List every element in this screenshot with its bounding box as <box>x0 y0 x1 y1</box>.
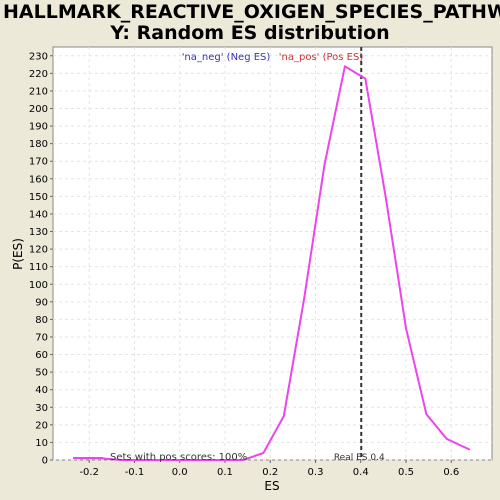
series-line <box>80 65 470 461</box>
series-point <box>120 459 122 461</box>
plot-area <box>52 46 493 461</box>
legend-neg: 'na_neg' (Neg ES) <box>182 52 271 63</box>
legend-pos: 'na_pos' (Pos ES) <box>279 52 364 63</box>
y-tick-label: 180 <box>29 139 48 150</box>
y-tick-label: 10 <box>35 438 48 449</box>
series-point <box>425 413 428 416</box>
series-point <box>160 459 163 461</box>
y-tick-label: 140 <box>29 209 48 220</box>
y-tick-label: 200 <box>29 104 48 115</box>
series-point <box>283 415 285 417</box>
x-tick-label: 0.3 <box>308 467 324 478</box>
series-point <box>181 459 183 461</box>
y-tick-label: 50 <box>35 368 48 379</box>
y-tick-label: 190 <box>29 122 48 133</box>
x-tick-label: 0.0 <box>172 467 188 478</box>
series-point <box>201 459 204 461</box>
x-tick-label: 0.2 <box>262 467 278 478</box>
x-tick-label: 0.5 <box>398 467 414 478</box>
x-tick-label: 0.4 <box>353 467 369 478</box>
y-tick-label: 100 <box>29 280 48 291</box>
series-point <box>384 195 387 198</box>
x-tick-label: 0.6 <box>443 467 459 478</box>
y-tick-label: 110 <box>29 262 48 273</box>
series-point <box>303 297 305 300</box>
y-tick-label: 150 <box>29 192 48 203</box>
y-tick-label: 60 <box>35 350 48 361</box>
y-tick-label: 90 <box>35 297 48 308</box>
y-tick-label: 210 <box>29 86 48 97</box>
y-tick-label: 0 <box>42 456 48 467</box>
x-tick-label: 0.1 <box>217 467 233 478</box>
y-tick-label: 30 <box>35 403 48 414</box>
series-point <box>221 459 224 461</box>
y-tick-label: 170 <box>29 157 48 168</box>
y-tick-label: 120 <box>29 245 48 256</box>
y-tick-label: 70 <box>35 332 48 343</box>
x-axis: -0.2 -0.1 0.0 0.1 0.2 0.3 0.4 0.5 0.6 <box>79 460 459 478</box>
x-axis-label: ES <box>264 479 279 493</box>
y-axis-label: P(ES) <box>11 238 25 270</box>
series-point <box>323 163 326 166</box>
series-point <box>262 452 265 454</box>
series-point <box>140 459 143 461</box>
y-tick-label: 130 <box>29 227 48 238</box>
y-tick-label: 40 <box>35 385 48 396</box>
series-group <box>79 65 471 461</box>
y-tick-label: 20 <box>35 420 48 431</box>
series-point <box>242 459 244 461</box>
real-es-label: Real ES 0.4 <box>334 453 385 463</box>
chart-title: HALLMARK_REACTIVE_OXIGEN_SPECIES_PATHWA … <box>0 0 500 44</box>
grid <box>53 47 492 461</box>
x-tick-label: -0.1 <box>125 467 145 478</box>
series-point <box>445 438 448 440</box>
series-point <box>364 77 367 80</box>
series-point <box>405 327 407 329</box>
y-tick-label: 160 <box>29 174 48 185</box>
x-tick-label: -0.2 <box>79 467 99 478</box>
series-legend-label: Sets with pos scores: 100% <box>110 452 247 463</box>
y-tick-label: 230 <box>29 51 48 62</box>
chart-title-line1: HALLMARK_REACTIVE_OXIGEN_SPECIES_PATHWA <box>3 2 500 23</box>
y-tick-label: 220 <box>29 69 48 80</box>
series-point <box>344 65 346 68</box>
series-point <box>468 448 471 451</box>
chart-title-line2: Y: Random ES distribution <box>110 22 390 44</box>
y-axis: 0 10 20 30 40 50 60 70 80 90 100 110 120 130 140 150 160… <box>29 51 53 467</box>
y-tick-label: 80 <box>35 315 48 326</box>
